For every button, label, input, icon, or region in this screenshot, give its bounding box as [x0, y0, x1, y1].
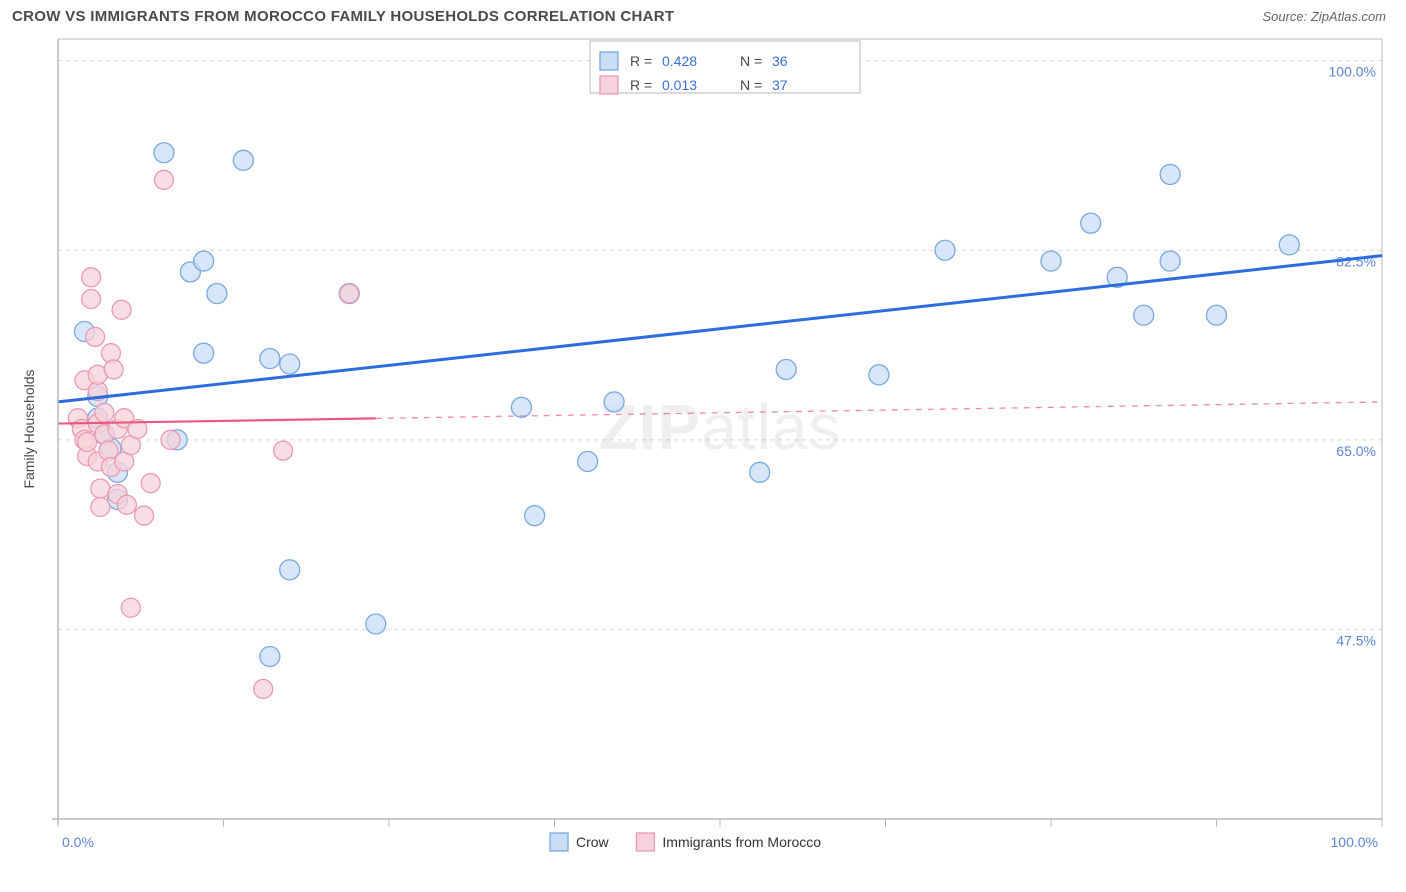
svg-text:0.013: 0.013: [662, 77, 697, 93]
svg-text:Crow: Crow: [576, 834, 610, 850]
svg-text:ZIPatlas: ZIPatlas: [599, 391, 842, 463]
svg-text:Family Households: Family Households: [21, 369, 37, 488]
svg-text:100.0%: 100.0%: [1329, 64, 1376, 80]
svg-text:N =: N =: [740, 77, 762, 93]
chart-container: 47.5%65.0%82.5%100.0%ZIPatlas0.0%100.0%F…: [12, 29, 1394, 869]
chart-source: Source: ZipAtlas.com: [1262, 9, 1386, 24]
scatter-chart: 47.5%65.0%82.5%100.0%ZIPatlas0.0%100.0%F…: [12, 29, 1394, 869]
svg-text:N =: N =: [740, 53, 762, 69]
chart-header: CROW VS IMMIGRANTS FROM MOROCCO FAMILY H…: [0, 0, 1406, 29]
svg-text:Immigrants from Morocco: Immigrants from Morocco: [662, 834, 821, 850]
svg-text:37: 37: [772, 77, 788, 93]
svg-text:65.0%: 65.0%: [1336, 443, 1376, 459]
series-immigrants-from-morocco: [68, 170, 358, 698]
svg-text:47.5%: 47.5%: [1336, 632, 1376, 648]
svg-text:0.428: 0.428: [662, 53, 697, 69]
svg-text:0.0%: 0.0%: [62, 834, 94, 850]
svg-text:100.0%: 100.0%: [1331, 834, 1378, 850]
svg-text:R =: R =: [630, 53, 652, 69]
svg-text:36: 36: [772, 53, 788, 69]
svg-text:R =: R =: [630, 77, 652, 93]
chart-title: CROW VS IMMIGRANTS FROM MOROCCO FAMILY H…: [12, 8, 674, 25]
